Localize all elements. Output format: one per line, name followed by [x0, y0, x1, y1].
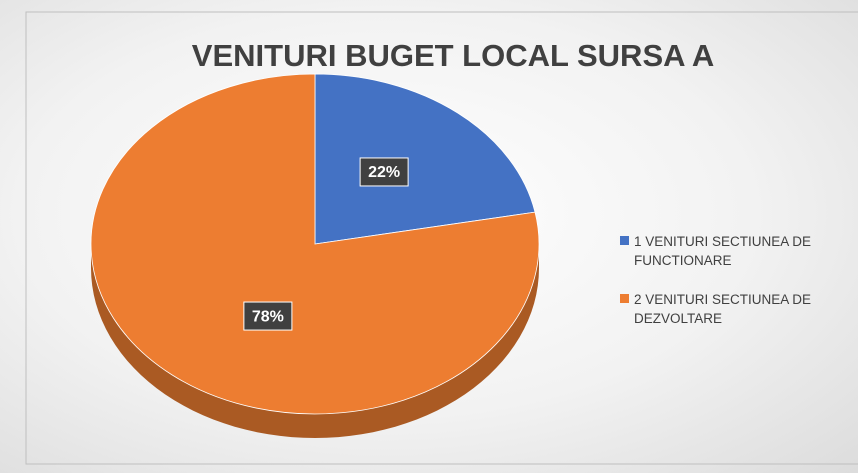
data-label-box — [359, 157, 409, 187]
data-label: 22% — [368, 164, 400, 181]
chart-title: VENITURI BUGET LOCAL SURSA A — [192, 38, 714, 73]
legend-item: 1 VENITURI SECTIUNEA DE FUNCTIONARE — [620, 232, 858, 270]
data-label-box — [243, 301, 293, 331]
pie-slice — [314, 73, 536, 245]
pie-slice — [90, 73, 540, 415]
legend-swatch — [620, 236, 629, 245]
data-label: 78% — [252, 308, 284, 325]
legend-label: 1 VENITURI SECTIUNEA DE FUNCTIONARE — [634, 234, 812, 268]
legend-label: 2 VENITURI SECTIUNEA DE DEZVOLTARE — [634, 292, 812, 326]
legend-item: 2 VENITURI SECTIUNEA DE DEZVOLTARE — [620, 290, 858, 328]
chart-border — [25, 11, 858, 465]
legend-swatch — [620, 294, 629, 303]
